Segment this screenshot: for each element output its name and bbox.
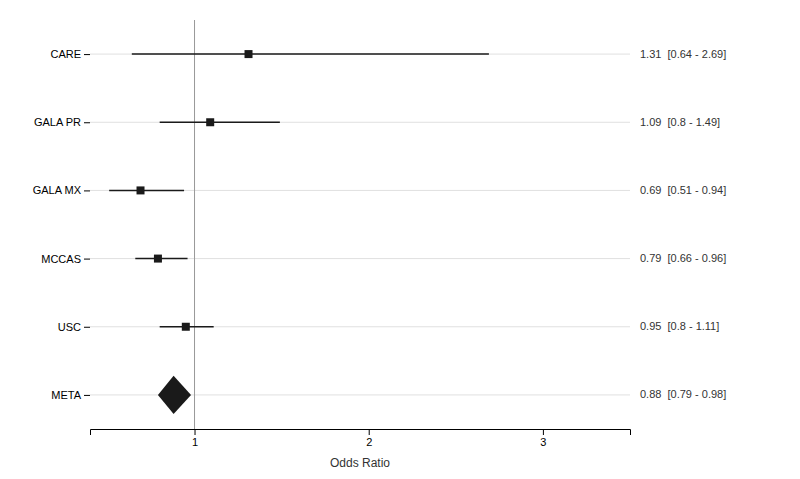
x-tick: 1 bbox=[192, 429, 198, 448]
y-tick-label: USC bbox=[58, 321, 81, 333]
ci-line bbox=[160, 122, 280, 124]
value-label: 0.95 [0.8 - 1.11] bbox=[640, 320, 719, 332]
grid-line bbox=[90, 326, 630, 327]
value-label: 1.09 [0.8 - 1.49] bbox=[640, 116, 720, 128]
y-tick: GALA PR bbox=[34, 116, 90, 128]
y-tick-label: META bbox=[51, 389, 81, 401]
grid-line bbox=[90, 258, 630, 259]
ci-line bbox=[132, 53, 489, 55]
y-tick-label: CARE bbox=[50, 48, 81, 60]
x-tick: 2 bbox=[366, 429, 372, 448]
value-label: 0.88 [0.79 - 0.98] bbox=[640, 388, 726, 400]
y-tick-mark bbox=[84, 259, 90, 260]
y-tick: MCCAS bbox=[41, 253, 90, 265]
plot: 1 2 3 CARE GALA PR GALA MX MCCAS USC META Odds Ra… bbox=[33, 20, 727, 470]
estimate-marker bbox=[182, 323, 190, 331]
x-axis: 1 2 3 bbox=[91, 429, 631, 448]
grid bbox=[90, 54, 630, 395]
estimate-marker bbox=[245, 50, 253, 58]
x-tick-label: 1 bbox=[192, 436, 198, 448]
y-tick-mark bbox=[84, 395, 90, 396]
ci-line bbox=[109, 190, 184, 192]
reference-line bbox=[194, 20, 195, 429]
y-tick-mark bbox=[84, 327, 90, 328]
grid-line bbox=[90, 122, 630, 123]
x-tick-mark bbox=[195, 429, 196, 435]
x-axis-line bbox=[91, 430, 631, 436]
x-tick: 3 bbox=[540, 429, 546, 448]
x-tick-mark bbox=[543, 429, 544, 435]
y-tick: CARE bbox=[50, 48, 90, 60]
y-tick-mark bbox=[84, 54, 90, 55]
value-label: 0.79 [0.66 - 0.96] bbox=[640, 252, 726, 264]
marks bbox=[109, 20, 489, 429]
value-label: 0.69 [0.51 - 0.94] bbox=[640, 184, 726, 196]
grid-line bbox=[90, 54, 630, 55]
estimate-marker bbox=[154, 255, 162, 263]
value-label: 1.31 [0.64 - 2.69] bbox=[640, 48, 726, 60]
grid-line bbox=[90, 190, 630, 191]
y-tick-label: GALA MX bbox=[33, 184, 82, 196]
estimate-marker bbox=[137, 186, 145, 194]
y-tick: GALA MX bbox=[33, 184, 90, 196]
x-tick-label: 2 bbox=[366, 436, 372, 448]
chart: 1 2 3 CARE GALA PR GALA MX MCCAS USC META Odds Ra… bbox=[0, 0, 800, 479]
y-tick: META bbox=[51, 389, 90, 401]
y-tick-label: MCCAS bbox=[41, 253, 81, 265]
summary-diamond bbox=[158, 376, 191, 414]
y-tick-mark bbox=[84, 190, 90, 191]
y-tick: USC bbox=[58, 321, 90, 333]
y-tick-mark bbox=[84, 122, 90, 123]
y-axis: CARE GALA PR GALA MX MCCAS USC META bbox=[33, 48, 90, 401]
estimate-marker bbox=[206, 118, 214, 126]
x-axis-title: Odds Ratio bbox=[330, 456, 390, 470]
x-tick-label: 3 bbox=[540, 436, 546, 448]
y-tick-label: GALA PR bbox=[34, 116, 81, 128]
x-tick-mark bbox=[369, 429, 370, 435]
value-labels: 1.31 [0.64 - 2.69] 1.09 [0.8 - 1.49] 0.69 … bbox=[640, 48, 726, 401]
